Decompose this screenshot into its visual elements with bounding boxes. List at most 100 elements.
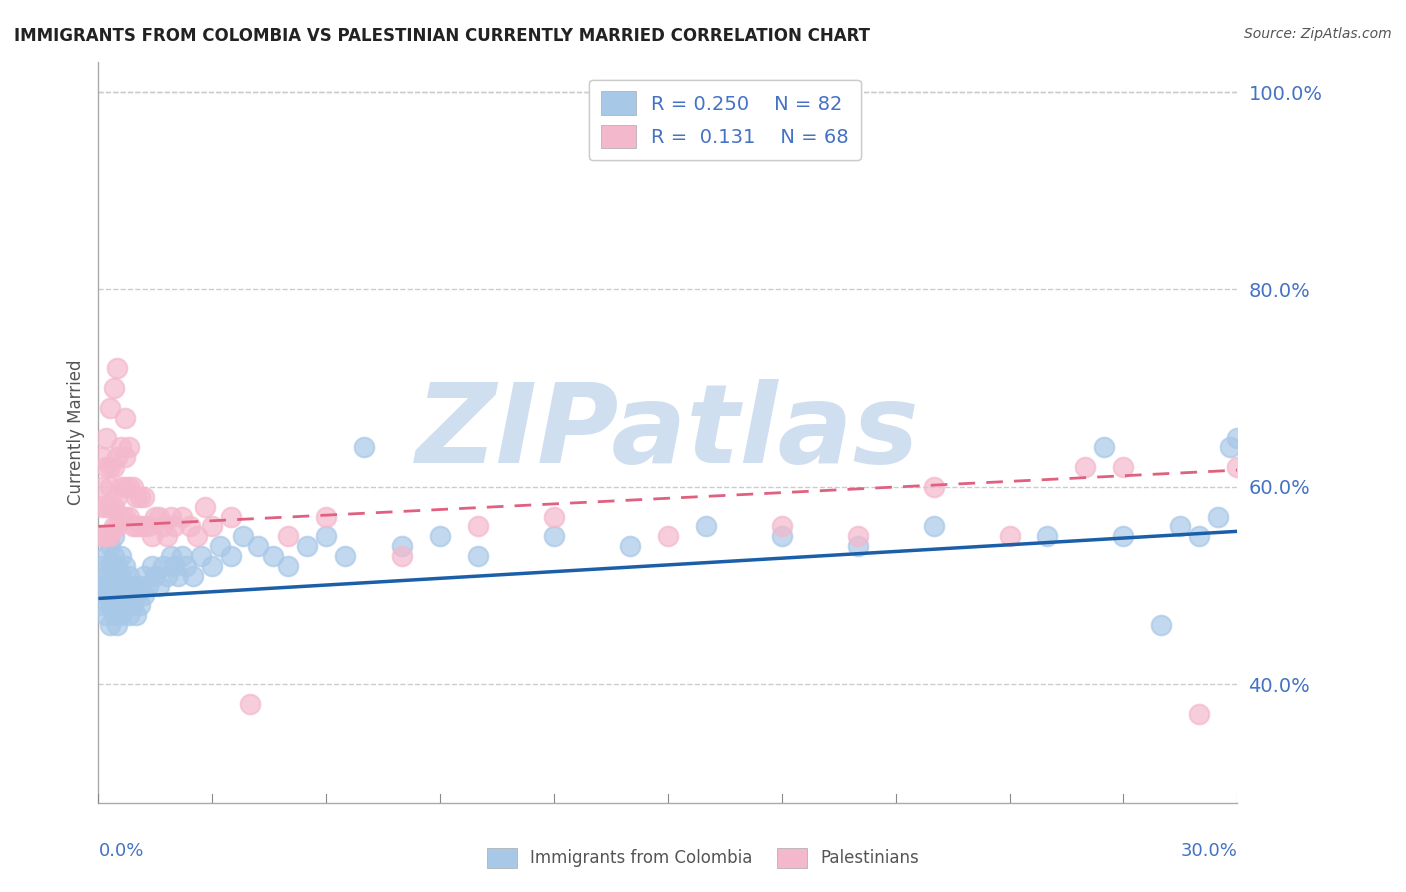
Point: [183, 568, 205, 582]
Text: ZIPatlas: ZIPatlas: [416, 379, 920, 486]
Point: [277, 529, 299, 543]
Point: [543, 529, 565, 543]
Point: [132, 589, 155, 603]
Point: [98, 558, 121, 573]
Point: [141, 529, 163, 543]
Point: [194, 500, 217, 514]
Point: [1188, 706, 1211, 721]
Point: [145, 509, 167, 524]
Point: [125, 608, 148, 623]
Point: [129, 490, 152, 504]
Point: [118, 441, 141, 455]
Point: [132, 490, 155, 504]
Point: [94, 579, 117, 593]
Point: [148, 579, 170, 593]
Point: [107, 558, 129, 573]
Point: [1170, 519, 1192, 533]
Point: [221, 549, 243, 563]
Point: [770, 519, 793, 533]
Point: [107, 490, 129, 504]
Point: [152, 519, 174, 533]
Point: [208, 539, 231, 553]
Point: [107, 579, 129, 593]
Point: [170, 509, 193, 524]
Point: [94, 589, 117, 603]
Point: [1112, 529, 1135, 543]
Point: [156, 529, 179, 543]
Point: [1226, 460, 1249, 475]
Point: [1112, 460, 1135, 475]
Point: [114, 450, 136, 465]
Legend: R = 0.250    N = 82, R =  0.131    N = 68: R = 0.250 N = 82, R = 0.131 N = 68: [589, 79, 860, 160]
Point: [657, 529, 679, 543]
Point: [110, 589, 132, 603]
Point: [107, 599, 129, 613]
Point: [110, 441, 132, 455]
Point: [163, 558, 186, 573]
Point: [91, 480, 114, 494]
Point: [246, 539, 269, 553]
Point: [277, 558, 299, 573]
Point: [141, 558, 163, 573]
Point: [467, 549, 489, 563]
Point: [91, 450, 114, 465]
Point: [148, 509, 170, 524]
Point: [132, 568, 155, 582]
Point: [103, 381, 125, 395]
Point: [353, 441, 375, 455]
Point: [129, 579, 152, 593]
Point: [1036, 529, 1059, 543]
Point: [121, 519, 143, 533]
Point: [315, 509, 337, 524]
Point: [110, 568, 132, 582]
Point: [262, 549, 284, 563]
Text: 30.0%: 30.0%: [1181, 842, 1237, 860]
Point: [1208, 509, 1230, 524]
Point: [118, 568, 141, 582]
Point: [94, 431, 117, 445]
Point: [846, 529, 869, 543]
Point: [91, 599, 114, 613]
Point: [922, 519, 945, 533]
Point: [98, 579, 121, 593]
Point: [136, 579, 159, 593]
Point: [190, 549, 212, 563]
Point: [1094, 441, 1116, 455]
Point: [159, 549, 181, 563]
Point: [94, 460, 117, 475]
Point: [114, 410, 136, 425]
Point: [129, 599, 152, 613]
Point: [174, 558, 197, 573]
Point: [114, 480, 136, 494]
Point: [91, 579, 114, 593]
Point: [391, 549, 413, 563]
Point: [107, 361, 129, 376]
Point: [467, 519, 489, 533]
Point: [132, 519, 155, 533]
Point: [1219, 441, 1241, 455]
Point: [110, 608, 132, 623]
Text: Source: ZipAtlas.com: Source: ZipAtlas.com: [1244, 27, 1392, 41]
Point: [91, 558, 114, 573]
Point: [315, 529, 337, 543]
Point: [114, 558, 136, 573]
Point: [103, 608, 125, 623]
Point: [998, 529, 1021, 543]
Point: [91, 529, 114, 543]
Point: [107, 519, 129, 533]
Point: [922, 480, 945, 494]
Point: [114, 599, 136, 613]
Point: [103, 549, 125, 563]
Text: 0.0%: 0.0%: [98, 842, 143, 860]
Point: [543, 509, 565, 524]
Legend: Immigrants from Colombia, Palestinians: Immigrants from Colombia, Palestinians: [479, 841, 927, 875]
Point: [121, 599, 143, 613]
Point: [136, 519, 159, 533]
Point: [103, 568, 125, 582]
Point: [98, 480, 121, 494]
Point: [391, 539, 413, 553]
Point: [770, 529, 793, 543]
Point: [163, 519, 186, 533]
Point: [110, 509, 132, 524]
Point: [118, 480, 141, 494]
